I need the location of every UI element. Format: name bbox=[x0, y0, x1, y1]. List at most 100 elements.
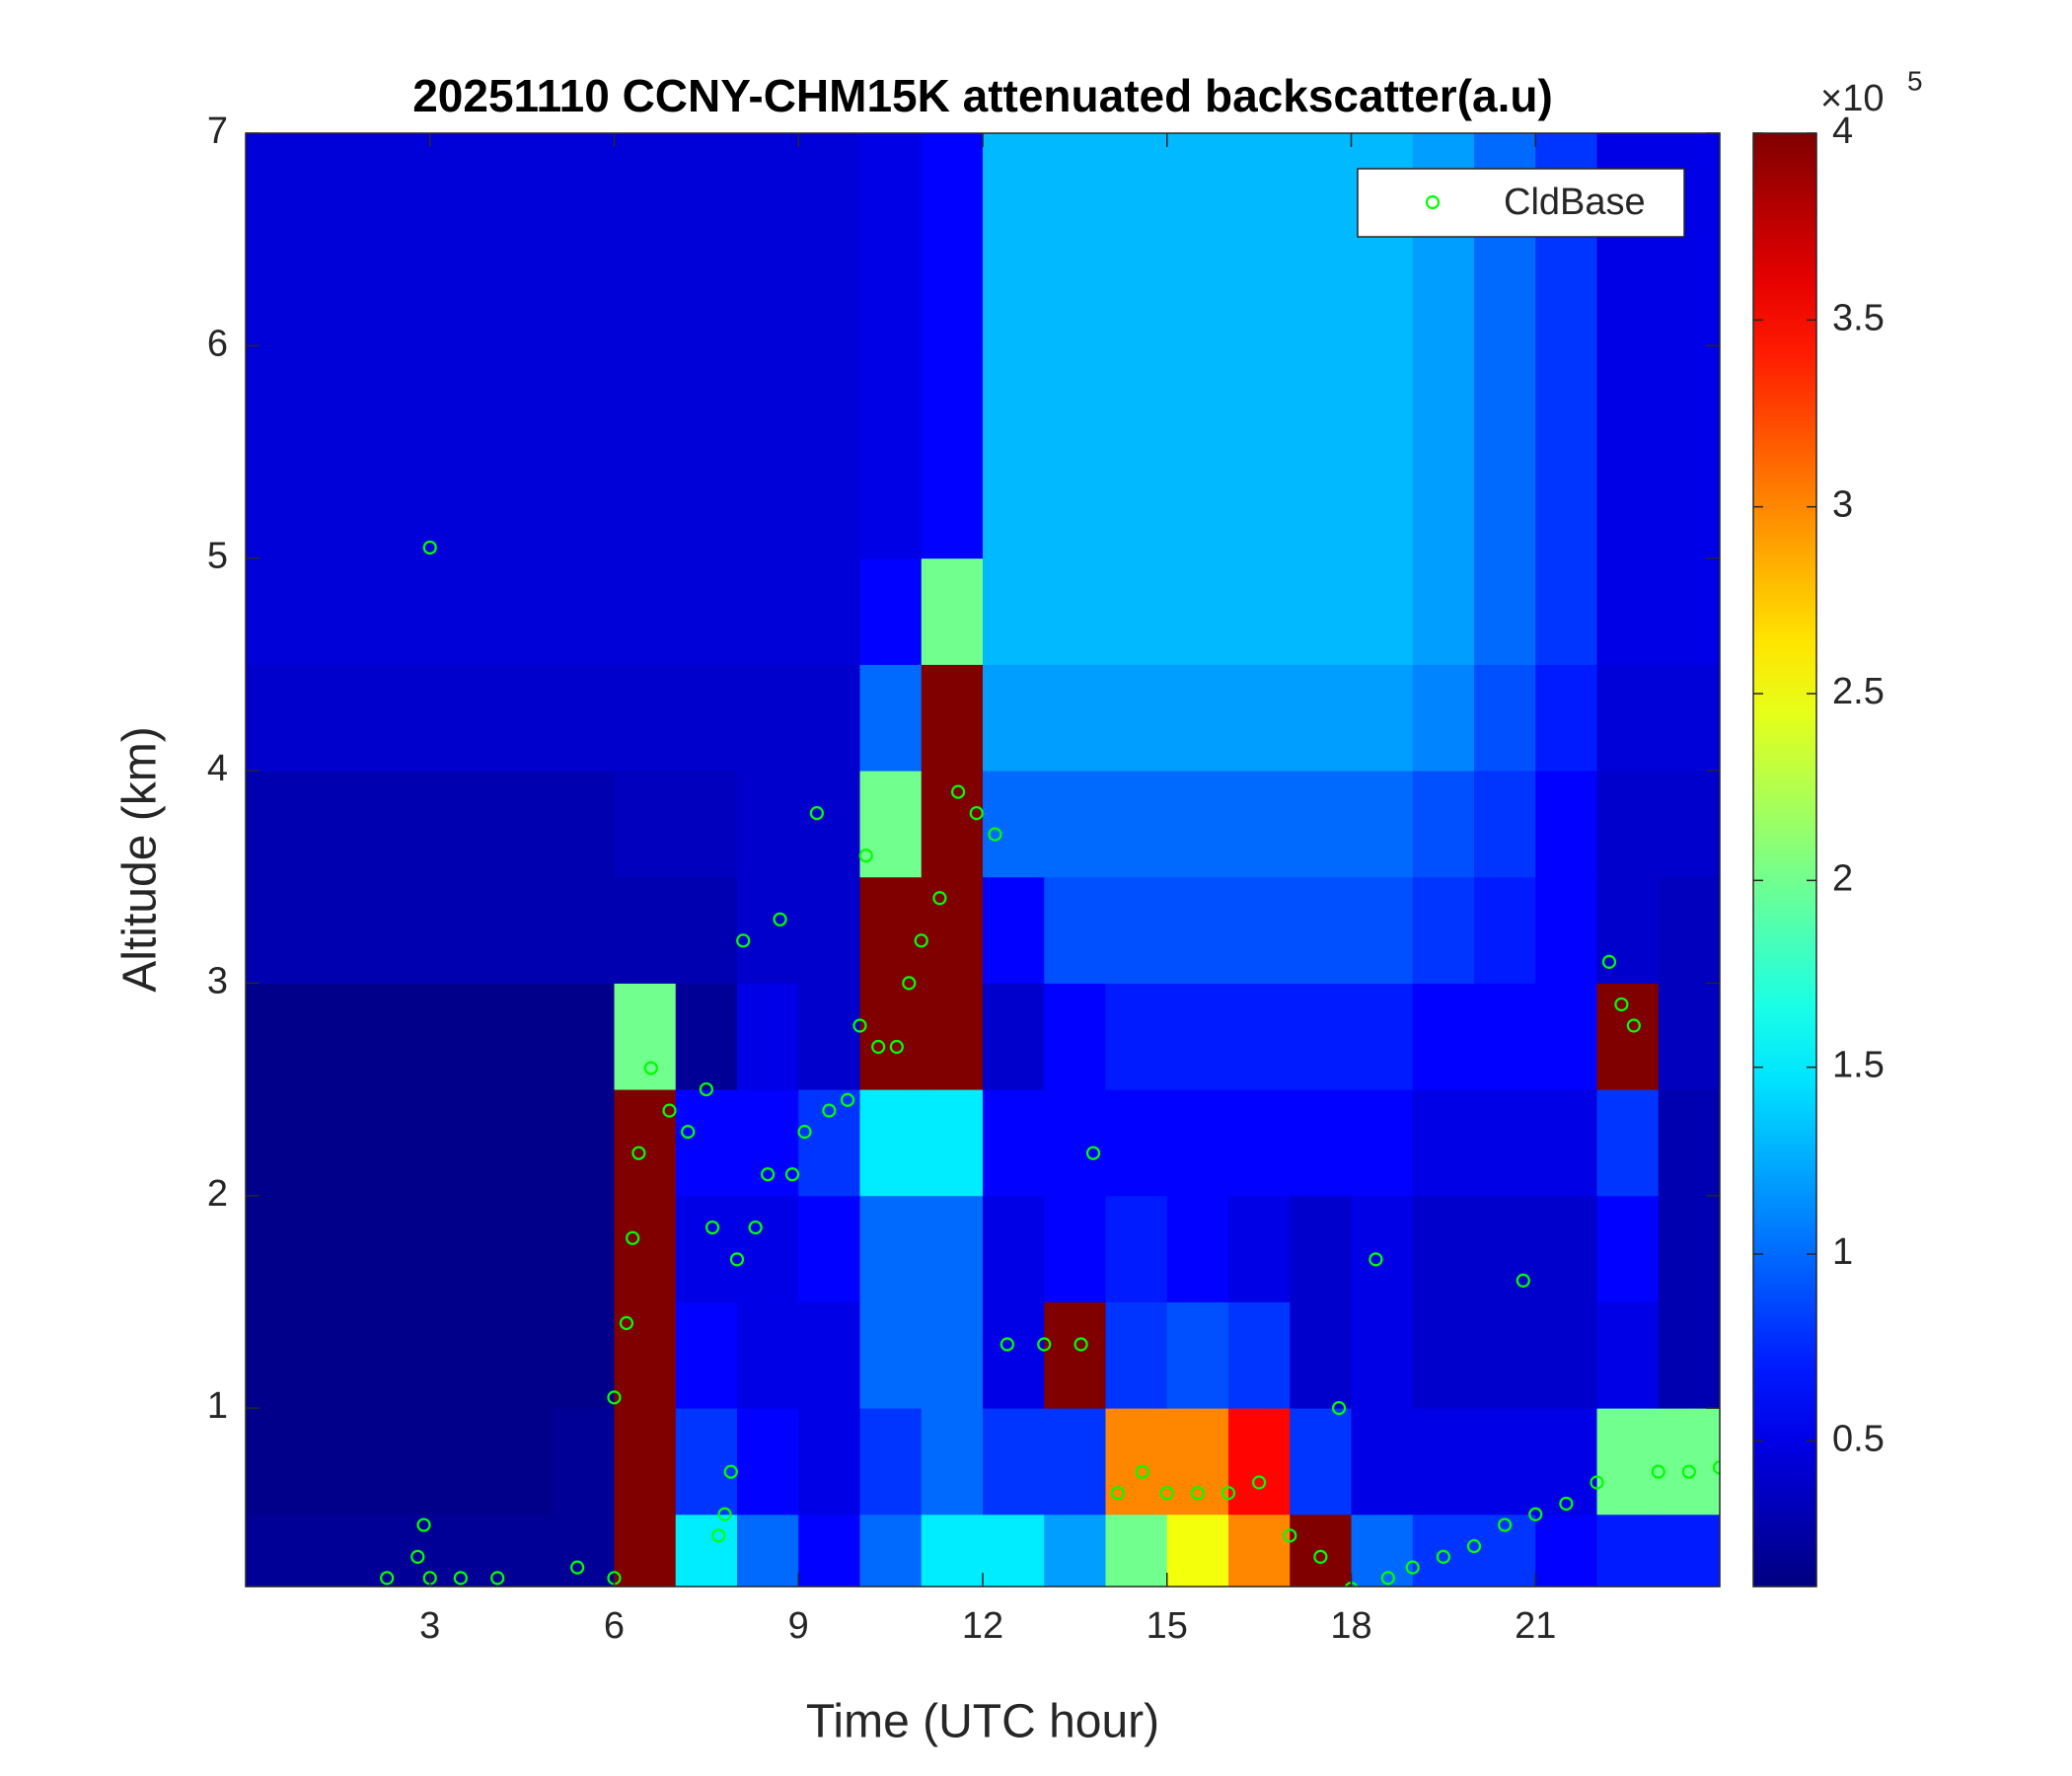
heat-cell bbox=[1596, 239, 1660, 346]
heat-cell bbox=[675, 664, 738, 772]
heat-cell bbox=[1351, 983, 1414, 1090]
heat-cell bbox=[798, 983, 860, 1090]
cloud-base-point bbox=[761, 1167, 776, 1182]
heat-cell bbox=[1105, 557, 1168, 665]
heat-cell bbox=[1044, 557, 1106, 665]
cloud-base-point bbox=[1651, 1464, 1665, 1479]
heat-cell bbox=[1658, 1195, 1720, 1302]
cloud-base-point bbox=[1559, 1496, 1574, 1512]
heat-cell bbox=[1166, 771, 1229, 878]
heat-cell bbox=[1351, 345, 1414, 453]
heat-cell bbox=[1166, 239, 1229, 346]
heat-cell bbox=[1228, 133, 1291, 241]
heat-cell bbox=[1228, 239, 1291, 346]
heat-cell bbox=[1166, 1408, 1229, 1516]
heat-cell bbox=[675, 1408, 738, 1516]
heat-cell bbox=[368, 133, 431, 241]
heat-cell bbox=[1596, 771, 1660, 878]
heat-cell bbox=[737, 664, 799, 772]
heat-cell bbox=[737, 239, 799, 346]
colorbar-tick-label: 4 bbox=[1832, 111, 1853, 152]
heat-cell bbox=[491, 1089, 554, 1197]
heat-cell bbox=[246, 557, 308, 665]
heat-cell bbox=[1166, 1089, 1229, 1197]
heat-cell bbox=[983, 452, 1045, 559]
heat-cell bbox=[737, 771, 799, 878]
heat-cell bbox=[429, 1514, 492, 1587]
heat-cell bbox=[1290, 452, 1352, 559]
heat-cell bbox=[1228, 1195, 1291, 1302]
heat-cell bbox=[921, 771, 984, 878]
heat-cell bbox=[737, 452, 799, 559]
heat-cell bbox=[737, 1514, 799, 1587]
heat-cell bbox=[553, 1514, 615, 1587]
heat-cell bbox=[983, 771, 1045, 878]
colorbar-tick-label: 2.5 bbox=[1832, 671, 1885, 712]
cloud-base-point bbox=[1528, 1507, 1543, 1521]
heat-cell bbox=[614, 345, 677, 453]
heat-cell bbox=[614, 1408, 677, 1516]
cloud-base-point bbox=[711, 1528, 726, 1543]
heat-cell bbox=[246, 345, 308, 453]
x-tick-label: 15 bbox=[1147, 1605, 1188, 1647]
heat-cell bbox=[1535, 1195, 1597, 1302]
colorbar-tick-label: 2 bbox=[1832, 857, 1853, 899]
heat-cell bbox=[983, 1408, 1045, 1516]
heat-cell bbox=[368, 557, 431, 665]
heat-cell bbox=[983, 983, 1045, 1090]
x-tick-label: 18 bbox=[1330, 1605, 1371, 1647]
cloud-base-point bbox=[1110, 1486, 1126, 1501]
heat-cell bbox=[1535, 239, 1597, 346]
heat-cell bbox=[1290, 771, 1352, 878]
heat-cell bbox=[1105, 983, 1168, 1090]
heat-cell bbox=[859, 1514, 923, 1587]
heat-cell bbox=[1105, 239, 1168, 346]
cloud-base-point bbox=[662, 1103, 677, 1118]
heat-cell bbox=[491, 345, 554, 453]
heat-cell bbox=[246, 876, 308, 984]
heat-cell bbox=[553, 1195, 615, 1302]
heat-cell bbox=[1105, 1089, 1168, 1197]
heat-cell bbox=[553, 1408, 615, 1516]
heat-cell bbox=[1351, 1408, 1414, 1516]
heat-cell bbox=[553, 1089, 615, 1197]
cloud-base-point bbox=[681, 1125, 696, 1140]
heat-cell bbox=[614, 239, 677, 346]
heat-cell bbox=[798, 1301, 860, 1409]
heat-cell bbox=[1351, 664, 1414, 772]
cloud-base-point bbox=[380, 1571, 395, 1586]
heat-cell bbox=[1412, 664, 1475, 772]
heat-cell bbox=[368, 345, 431, 453]
heat-cell bbox=[1412, 452, 1475, 559]
heat-cell bbox=[983, 1089, 1045, 1197]
heat-cell bbox=[675, 345, 738, 453]
heat-cell bbox=[246, 1514, 308, 1587]
cloud-base-point bbox=[852, 1018, 867, 1033]
heat-cell bbox=[1105, 452, 1168, 559]
heat-cell bbox=[1351, 771, 1414, 878]
heat-cell bbox=[1290, 345, 1352, 453]
heat-cell bbox=[491, 452, 554, 559]
heat-cell bbox=[1474, 557, 1536, 665]
heat-cell bbox=[1474, 771, 1536, 878]
heat-cell bbox=[1228, 983, 1291, 1090]
heat-cell bbox=[1412, 239, 1475, 346]
heat-cell bbox=[246, 133, 308, 241]
cloud-base-point bbox=[570, 1560, 585, 1575]
heat-cell bbox=[859, 983, 923, 1090]
heat-cell bbox=[675, 452, 738, 559]
heat-cell bbox=[368, 1301, 431, 1409]
heat-cell bbox=[1166, 664, 1229, 772]
heat-cell bbox=[1290, 664, 1352, 772]
heat-cell bbox=[798, 345, 860, 453]
heat-cell bbox=[798, 1514, 860, 1587]
heat-cell bbox=[1658, 876, 1720, 984]
cloud-base-point bbox=[717, 1507, 732, 1521]
y-tick-label: 2 bbox=[207, 1173, 228, 1215]
heat-cell bbox=[1044, 1408, 1106, 1516]
heat-cell bbox=[614, 133, 677, 241]
heat-cell bbox=[675, 983, 738, 1090]
heat-cell bbox=[614, 771, 677, 878]
heat-cell bbox=[1166, 983, 1229, 1090]
heat-cell bbox=[737, 1195, 799, 1302]
